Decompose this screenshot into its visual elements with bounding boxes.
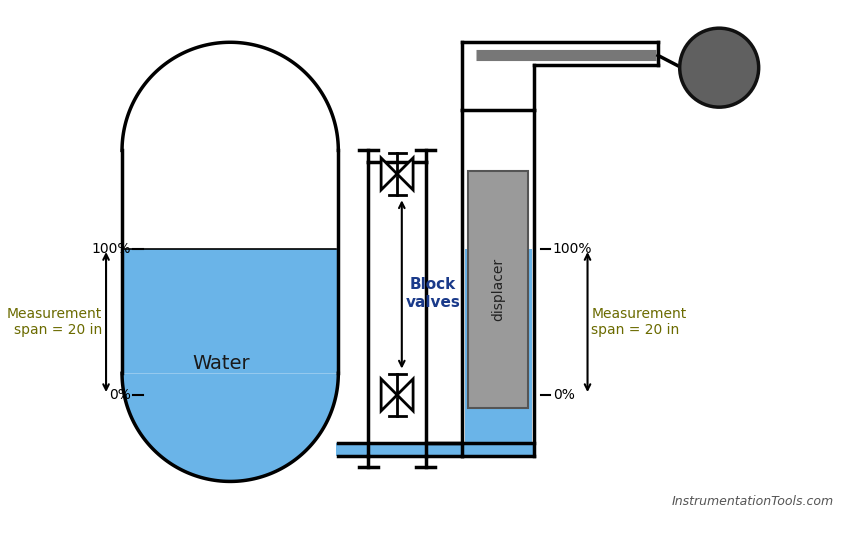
Polygon shape [381,379,397,411]
Text: 0%: 0% [109,388,130,402]
Polygon shape [381,158,397,190]
Polygon shape [397,379,413,411]
Bar [465,249,531,454]
Text: Water: Water [192,354,250,373]
Text: displacer: displacer [492,258,505,321]
Wedge shape [122,373,339,482]
Text: 0%: 0% [553,388,575,402]
Bar [336,443,534,456]
Text: Block
valves: Block valves [405,277,461,310]
Circle shape [680,28,759,107]
Text: InstrumentationTools.com: InstrumentationTools.com [672,495,834,508]
Text: Measurement
span = 20 in: Measurement span = 20 in [7,307,102,337]
Text: Measurement
span = 20 in: Measurement span = 20 in [591,307,687,337]
Bar [468,171,528,408]
Text: 100%: 100% [553,242,592,256]
Bar [122,249,339,373]
Text: 100%: 100% [91,242,130,256]
Polygon shape [397,158,413,190]
